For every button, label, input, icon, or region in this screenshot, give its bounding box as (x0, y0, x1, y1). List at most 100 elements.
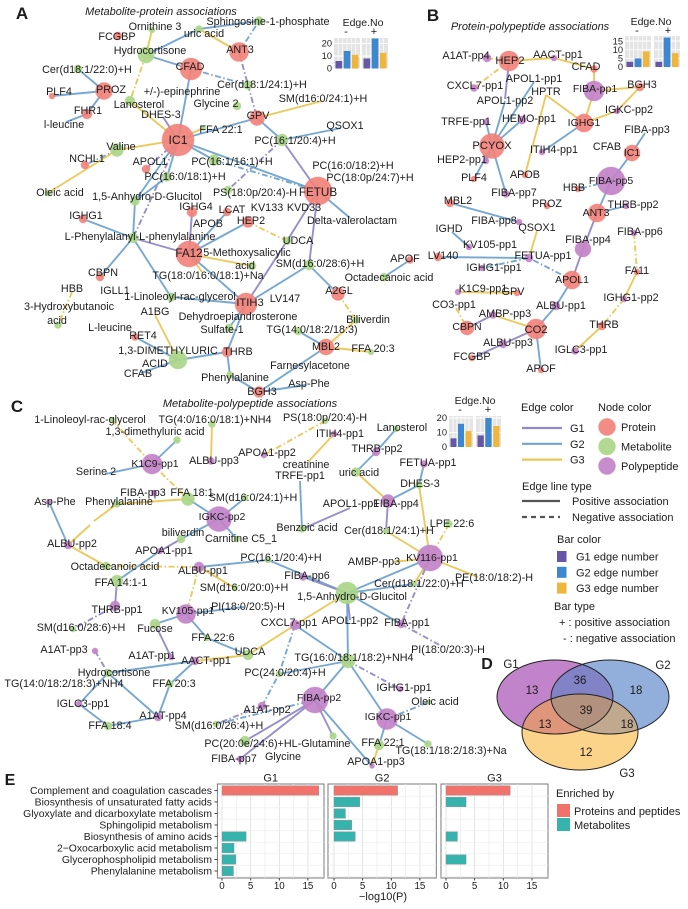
svg-text:15: 15 (302, 881, 313, 892)
svg-text:PC(20:0e/24:6)+H: PC(20:0e/24:6)+H (204, 738, 291, 750)
svg-text:FFA 22:6: FFA 22:6 (191, 632, 234, 644)
svg-text:E: E (5, 772, 16, 789)
svg-text:Edge.No: Edge.No (631, 16, 672, 28)
svg-text:Benzoic acid: Benzoic acid (276, 522, 337, 534)
svg-text:FIBA-pp2: FIBA-pp2 (297, 692, 342, 704)
svg-text:G3: G3 (487, 773, 502, 785)
svg-text:13: 13 (526, 685, 539, 697)
svg-text:0: 0 (219, 881, 225, 892)
svg-text:Edge color: Edge color (521, 402, 574, 414)
svg-text:1-Linoleoyl-rac-glycerol: 1-Linoleoyl-rac-glycerol (124, 291, 236, 303)
svg-text:HPTR: HPTR (531, 86, 561, 98)
svg-text:-: - (458, 404, 462, 416)
svg-text:Sulfate-1: Sulfate-1 (200, 324, 243, 336)
svg-text:PROZ: PROZ (96, 84, 126, 96)
svg-text:HBB: HBB (61, 283, 83, 295)
svg-text:Cer(d18:1/24:1)+H: Cer(d18:1/24:1)+H (344, 525, 434, 537)
svg-text:Sphingolipid metabolism: Sphingolipid metabolism (99, 821, 212, 832)
svg-text:APOL1-pp2: APOL1-pp2 (477, 95, 533, 107)
svg-text:IGLL1: IGLL1 (100, 285, 129, 297)
svg-text:1,3-DIMETHYLURIC: 1,3-DIMETHYLURIC (118, 345, 218, 357)
svg-text:APOA1-pp2: APOA1-pp2 (238, 447, 296, 459)
svg-text:APOA1-pp3: APOA1-pp3 (347, 756, 405, 768)
svg-text:SM(d16:0/20:0)+H: SM(d16:0/20:0)+H (200, 582, 289, 594)
svg-text:20: 20 (322, 39, 332, 49)
svg-text:LV140: LV140 (428, 250, 458, 262)
svg-text:FIBA-pp6: FIBA-pp6 (284, 570, 330, 582)
svg-text:Positive association: Positive association (572, 496, 669, 508)
svg-text:Phenylalanine: Phenylalanine (201, 372, 269, 384)
svg-text:HBB: HBB (563, 182, 585, 194)
svg-text:18: 18 (621, 719, 634, 731)
svg-text:FIBA-pp6: FIBA-pp6 (617, 226, 663, 238)
svg-text:Phenylalanine metabolism: Phenylalanine metabolism (91, 867, 212, 878)
svg-text:0: 0 (327, 64, 332, 74)
svg-text:biliverdin: biliverdin (162, 527, 205, 539)
svg-text:TG(14:0/18:2/18:3): TG(14:0/18:2/18:3) (266, 324, 357, 336)
svg-text:APOL1-pp2: APOL1-pp2 (322, 615, 378, 627)
svg-text:Biosynthesis of unsaturated fa: Biosynthesis of unsaturated fatty acids (35, 798, 212, 809)
svg-text:FA12: FA12 (175, 247, 202, 260)
svg-text:BGH3: BGH3 (247, 386, 276, 398)
svg-text:FIBA-pp7: FIBA-pp7 (491, 187, 537, 199)
svg-text:L-Glutamine: L-Glutamine (292, 738, 351, 750)
svg-text:IGKC-pp1: IGKC-pp1 (365, 711, 412, 723)
svg-text:G2: G2 (570, 439, 585, 451)
svg-text:10: 10 (498, 881, 509, 892)
svg-text:LPE 22:6: LPE 22:6 (430, 518, 474, 530)
svg-text:A: A (16, 4, 28, 23)
svg-text:A1AT-pp4: A1AT-pp4 (442, 50, 489, 62)
svg-text:ANT3: ANT3 (226, 44, 254, 56)
svg-text:A2GL: A2GL (325, 285, 353, 297)
svg-text:CBPN: CBPN (452, 321, 481, 333)
svg-text:Bar color: Bar color (557, 534, 601, 546)
svg-text:Enriched by: Enriched by (556, 788, 615, 800)
svg-text:Farnesylacetone: Farnesylacetone (270, 360, 350, 372)
svg-text:L-leucine: L-leucine (88, 322, 132, 334)
svg-text:G1: G1 (570, 423, 585, 435)
svg-text:SM(d16:0/28:6)+H: SM(d16:0/28:6)+H (276, 258, 365, 270)
svg-text:CFAB: CFAB (124, 368, 152, 380)
svg-text:Protein: Protein (621, 422, 656, 434)
svg-text:FFA 20:3: FFA 20:3 (351, 343, 394, 355)
svg-text:DHES-3: DHES-3 (141, 109, 181, 121)
svg-text:G1: G1 (263, 773, 278, 785)
svg-text:PC(16:1/20:4)+H: PC(16:1/20:4)+H (240, 552, 321, 564)
svg-text:Node color: Node color (598, 402, 652, 414)
svg-text:5: 5 (618, 54, 623, 64)
svg-text:13: 13 (539, 719, 552, 731)
svg-text:KV105-pp1: KV105-pp1 (162, 605, 215, 617)
svg-text:TG(18:0/16:0/18:1)+Na: TG(18:0/16:0/18:1)+Na (152, 270, 263, 282)
svg-text:HEP2: HEP2 (237, 215, 265, 227)
svg-text:FFA 18:1: FFA 18:1 (170, 487, 213, 499)
svg-text:acid: acid (235, 260, 255, 272)
svg-text:SM(d16:0/28:6)+H: SM(d16:0/28:6)+H (37, 622, 126, 634)
svg-text:APOF: APOF (526, 363, 556, 375)
svg-text:FETUB: FETUB (299, 186, 338, 199)
svg-text:IGHG4: IGHG4 (179, 201, 213, 213)
svg-text:+ : positive association: + : positive association (559, 617, 670, 629)
svg-text:PI(18:0/20:3)-H: PI(18:0/20:3)-H (411, 644, 485, 656)
svg-text:CFAB: CFAB (593, 141, 621, 153)
svg-text:10: 10 (613, 45, 623, 55)
svg-text:Biliverdin: Biliverdin (346, 314, 390, 326)
svg-text:2−Oxocarboxylic acid metabolis: 2−Oxocarboxylic acid metabolism (57, 844, 212, 855)
svg-text:UDCA: UDCA (283, 235, 314, 247)
svg-text:AMBP-pp3: AMBP-pp3 (479, 308, 531, 320)
svg-text:Metabolite: Metabolite (621, 442, 672, 454)
svg-text:Polypeptide: Polypeptide (621, 461, 679, 473)
svg-text:KV116-pp1: KV116-pp1 (406, 552, 458, 564)
svg-text:AACT-pp1: AACT-pp1 (533, 49, 583, 61)
svg-text:BGH3: BGH3 (627, 79, 656, 91)
svg-text:FFA 14:1-1: FFA 14:1-1 (95, 577, 148, 589)
svg-text:Ornithine 3: Ornithine 3 (129, 21, 182, 33)
svg-text:ALBU-pp2: ALBU-pp2 (47, 538, 97, 550)
svg-text:15: 15 (526, 881, 537, 892)
svg-text:CFAD: CFAD (572, 61, 601, 73)
svg-text:A1AT-pp2: A1AT-pp2 (243, 704, 290, 716)
svg-text:10: 10 (437, 428, 447, 438)
svg-text:Asp-Phe: Asp-Phe (34, 496, 75, 508)
svg-text:D: D (481, 656, 493, 673)
svg-text:ANT3: ANT3 (583, 207, 610, 219)
svg-text:DHES-3: DHES-3 (400, 478, 440, 490)
